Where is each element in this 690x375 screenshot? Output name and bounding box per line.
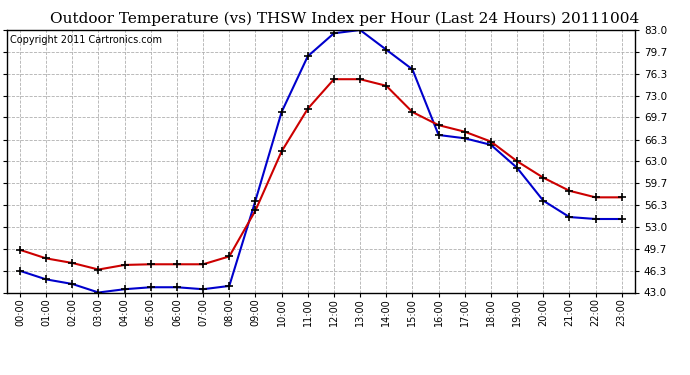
Text: Outdoor Temperature (vs) THSW Index per Hour (Last 24 Hours) 20111004: Outdoor Temperature (vs) THSW Index per … xyxy=(50,11,640,26)
Text: Copyright 2011 Cartronics.com: Copyright 2011 Cartronics.com xyxy=(10,35,162,45)
